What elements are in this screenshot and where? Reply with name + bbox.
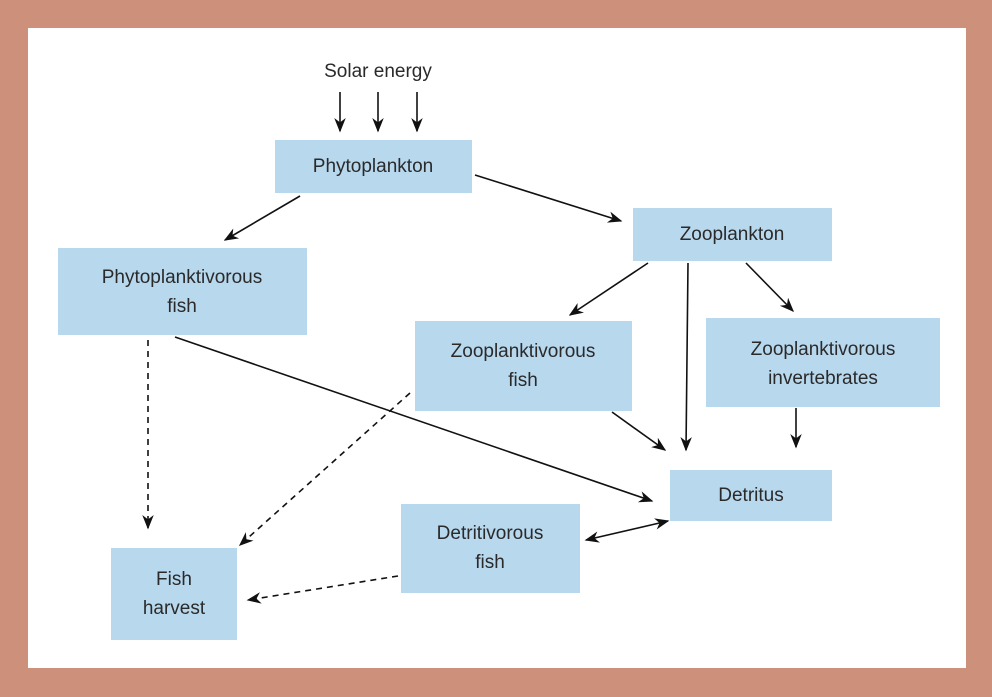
node: Phytoplanktivorous fish xyxy=(58,248,307,335)
node: Detritivorous fish xyxy=(401,504,580,593)
node-label: invertebrates xyxy=(768,368,878,389)
node-label: harvest xyxy=(143,598,206,619)
node: Zooplanktivorous fish xyxy=(415,321,632,411)
node: Detritus xyxy=(670,470,832,521)
arrows xyxy=(142,92,802,604)
node-label: Detritivorous xyxy=(437,523,544,544)
node: Fish harvest xyxy=(111,548,237,640)
node-label: Phytoplanktivorous xyxy=(102,267,263,288)
node-label: Fish xyxy=(156,569,192,590)
node-label: Zooplanktivorous xyxy=(751,339,896,360)
node-label: fish xyxy=(508,370,538,391)
node: Zooplanktivorous invertebrates xyxy=(706,318,940,407)
node: Phytoplankton xyxy=(275,140,472,193)
node-label: fish xyxy=(167,296,197,317)
node-label: Zooplankton xyxy=(680,224,785,245)
node-label: fish xyxy=(475,552,505,573)
node: Zooplankton xyxy=(633,208,832,261)
node-label: Zooplanktivorous xyxy=(451,341,596,362)
node-label: Detritus xyxy=(718,485,783,506)
solar-label: Solar energy xyxy=(324,61,432,82)
node-label: Phytoplankton xyxy=(313,156,433,177)
